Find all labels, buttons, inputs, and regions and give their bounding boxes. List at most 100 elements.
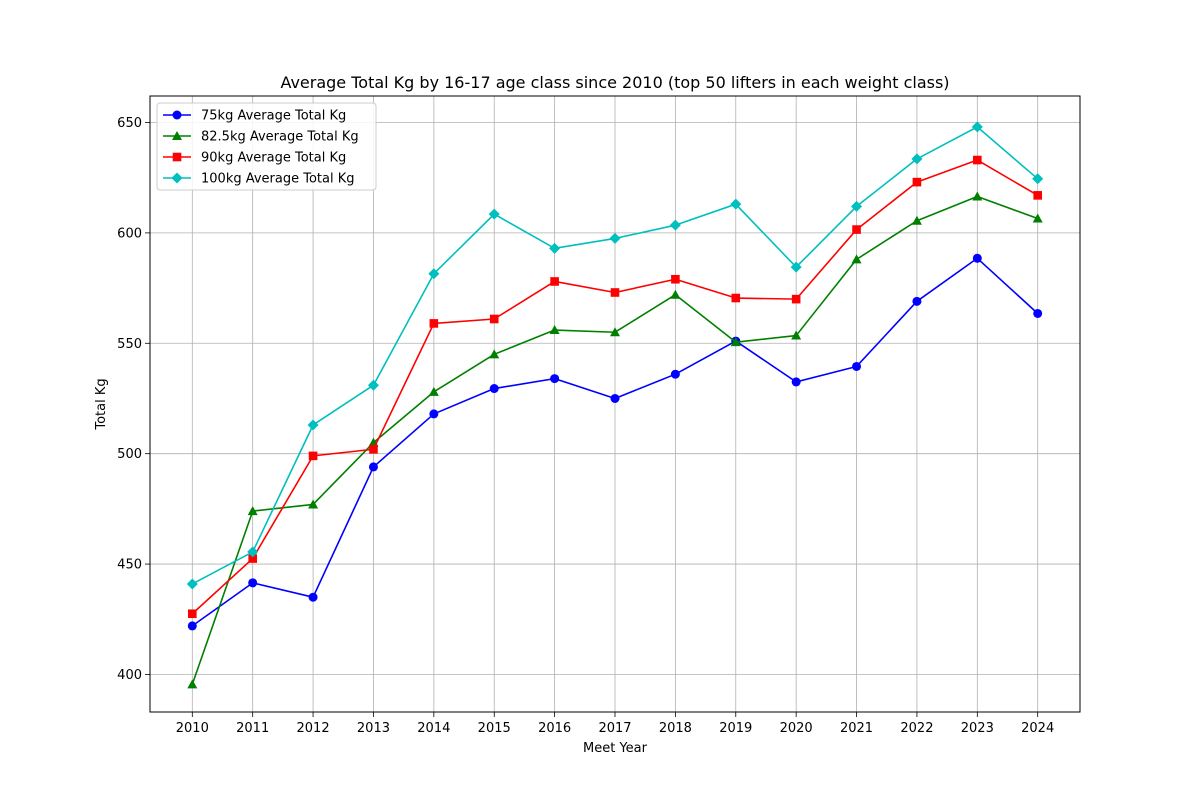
data-point: [972, 191, 983, 201]
data-point: [1033, 308, 1043, 318]
data-point: [1032, 173, 1044, 185]
y-tick-label: 550: [117, 337, 142, 352]
data-point: [248, 578, 258, 588]
data-point: [187, 621, 197, 631]
x-tick-label: 2015: [478, 721, 511, 736]
data-point: [972, 253, 982, 263]
data-point: [791, 377, 801, 387]
data-point: [911, 153, 923, 165]
y-axis-label: Total Kg: [94, 378, 109, 430]
grid: [150, 96, 1080, 712]
data-point: [973, 155, 982, 165]
data-point: [1032, 213, 1043, 223]
chart-title: Average Total Kg by 16-17 age class sinc…: [280, 73, 949, 92]
series-layer: [186, 121, 1044, 689]
data-point: [791, 294, 801, 304]
series-3: [186, 121, 1044, 590]
x-tick-label: 2020: [780, 721, 813, 736]
data-point: [428, 268, 440, 280]
data-point: [247, 546, 259, 558]
data-point: [489, 349, 500, 359]
data-point: [670, 369, 680, 379]
data-point: [610, 288, 620, 297]
data-point: [851, 200, 863, 212]
data-point: [308, 451, 318, 461]
x-axis: 2010 2011 2012 2013 2014 2015 2016 2017 2018 2019…: [176, 712, 1054, 736]
x-tick-label: 2024: [1021, 721, 1054, 736]
data-point: [669, 219, 681, 231]
data-point: [550, 277, 559, 286]
y-tick-label: 650: [117, 116, 142, 131]
data-point: [609, 232, 621, 244]
data-point: [851, 254, 862, 264]
data-point: [671, 274, 680, 284]
series-0: [187, 253, 1043, 631]
data-point: [308, 592, 318, 602]
legend: 75kg Average Total Kg 82.5kg Average Tota…: [156, 102, 377, 191]
legend-label: 100kg Average Total Kg: [201, 172, 355, 187]
data-point: [489, 314, 499, 324]
legend-swatch-marker: [172, 110, 182, 120]
x-tick-label: 2016: [538, 721, 571, 736]
x-tick-label: 2023: [961, 721, 994, 736]
data-point: [489, 384, 499, 394]
data-point: [549, 325, 560, 335]
legend-item: 82.5kg Average Total Kg: [163, 130, 359, 145]
data-point: [307, 419, 319, 431]
legend-swatch-marker: [172, 152, 182, 162]
x-tick-label: 2013: [357, 721, 390, 736]
x-tick-label: 2017: [598, 721, 631, 736]
data-point: [730, 198, 742, 210]
legend-swatch-marker: [172, 131, 182, 140]
y-tick-label: 450: [117, 558, 142, 573]
data-point: [1033, 191, 1042, 200]
data-point: [549, 242, 561, 254]
data-point: [247, 506, 258, 516]
data-point: [367, 379, 379, 391]
legend-box: [156, 102, 377, 191]
data-point: [971, 121, 983, 133]
data-point: [428, 386, 439, 396]
y-axis: 400 450 500 550 600 650: [117, 116, 150, 683]
x-tick-label: 2018: [659, 721, 692, 736]
x-axis-label: Meet Year: [583, 741, 648, 756]
series-2: [188, 155, 1042, 619]
y-tick-label: 500: [117, 447, 142, 462]
data-point: [791, 330, 802, 340]
x-tick-label: 2021: [840, 721, 873, 736]
data-point: [550, 374, 560, 384]
legend-item: 75kg Average Total Kg: [163, 109, 346, 124]
data-point: [670, 289, 681, 299]
data-point: [368, 462, 378, 472]
legend-item: 100kg Average Total Kg: [163, 172, 355, 187]
data-point: [187, 679, 198, 689]
x-tick-label: 2019: [719, 721, 752, 736]
legend-label: 82.5kg Average Total Kg: [201, 130, 359, 145]
x-tick-label: 2011: [236, 721, 269, 736]
x-tick-label: 2022: [900, 721, 933, 736]
data-point: [488, 208, 500, 220]
data-point: [429, 319, 439, 328]
legend-label: 90kg Average Total Kg: [201, 151, 346, 166]
data-point: [852, 361, 862, 371]
y-tick-label: 400: [117, 668, 142, 683]
data-point: [308, 499, 319, 509]
x-tick-label: 2010: [176, 721, 209, 736]
data-point: [248, 554, 257, 563]
data-point: [188, 609, 197, 619]
data-point: [730, 337, 741, 347]
data-point: [852, 225, 861, 234]
data-point: [790, 261, 802, 273]
x-tick-label: 2014: [417, 721, 450, 736]
data-point: [911, 215, 922, 225]
data-point: [186, 578, 198, 590]
data-point: [610, 327, 620, 337]
data-point: [912, 296, 922, 306]
data-point: [610, 393, 620, 403]
series-1: [187, 191, 1043, 689]
legend-label: 75kg Average Total Kg: [201, 109, 346, 124]
data-point: [912, 177, 922, 187]
data-point: [731, 293, 741, 303]
data-point: [429, 409, 439, 419]
